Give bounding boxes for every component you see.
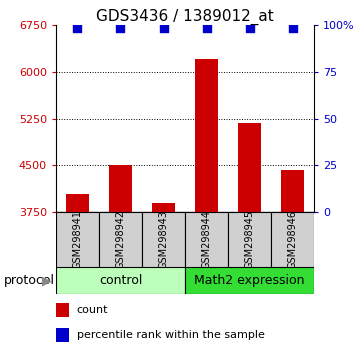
Point bbox=[290, 25, 295, 31]
Point bbox=[204, 25, 209, 31]
Bar bbox=[56, 212, 99, 267]
Bar bbox=[152, 203, 175, 212]
Bar bbox=[281, 170, 304, 212]
Bar bbox=[66, 194, 89, 212]
Bar bbox=[99, 212, 142, 267]
Bar bbox=[142, 212, 185, 267]
Bar bbox=[195, 59, 218, 212]
Point bbox=[75, 25, 81, 31]
Bar bbox=[228, 212, 271, 267]
Text: protocol: protocol bbox=[4, 274, 55, 287]
Text: GSM298946: GSM298946 bbox=[288, 210, 297, 269]
Text: count: count bbox=[77, 305, 108, 315]
Text: GSM298945: GSM298945 bbox=[244, 210, 255, 269]
Bar bbox=[56, 267, 185, 294]
Bar bbox=[185, 267, 314, 294]
Text: GSM298943: GSM298943 bbox=[158, 210, 169, 269]
Text: ▶: ▶ bbox=[42, 274, 51, 287]
Title: GDS3436 / 1389012_at: GDS3436 / 1389012_at bbox=[96, 8, 274, 25]
Bar bbox=[56, 303, 69, 317]
Point bbox=[161, 25, 166, 31]
Text: control: control bbox=[99, 274, 142, 287]
Text: GSM298944: GSM298944 bbox=[201, 210, 212, 269]
Point bbox=[247, 25, 252, 31]
Text: Math2 expression: Math2 expression bbox=[194, 274, 305, 287]
Text: GSM298941: GSM298941 bbox=[73, 210, 82, 269]
Bar bbox=[109, 166, 132, 212]
Text: percentile rank within the sample: percentile rank within the sample bbox=[77, 330, 265, 340]
Point bbox=[118, 25, 123, 31]
Bar bbox=[271, 212, 314, 267]
Bar bbox=[56, 328, 69, 342]
Bar bbox=[238, 123, 261, 212]
Text: GSM298942: GSM298942 bbox=[116, 210, 126, 269]
Bar bbox=[185, 212, 228, 267]
